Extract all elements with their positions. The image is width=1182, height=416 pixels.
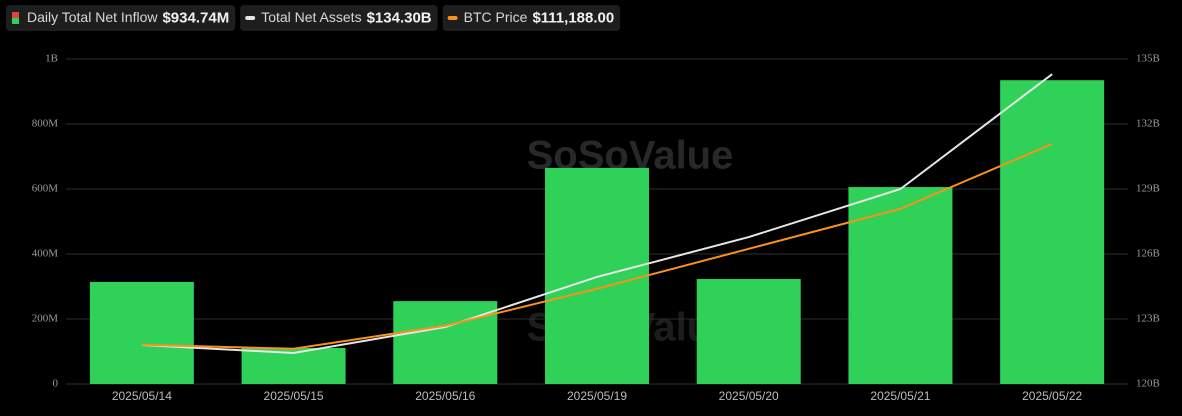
y-tick-label: 800M	[32, 118, 59, 130]
line	[141, 73, 1053, 355]
legend-box	[240, 5, 438, 31]
y-tick-label: 0	[53, 378, 59, 390]
bar	[393, 301, 498, 384]
x-tick-label: 2025/05/14	[112, 389, 172, 403]
y2-tick-label: 135B	[1136, 53, 1160, 65]
legend-value: $134.30B	[367, 9, 432, 26]
y2-tick-label: 126B	[1136, 248, 1160, 260]
legend-swatch	[12, 18, 19, 24]
legend-item: Total Net Assets $134.30B	[240, 5, 438, 31]
bar	[1000, 80, 1105, 384]
bar	[696, 279, 801, 384]
x-tick-label: 2025/05/15	[264, 389, 324, 403]
y2-tick-label: 129B	[1136, 183, 1160, 195]
y2-tick-label: 120B	[1136, 378, 1160, 390]
y-tick-label: 200M	[32, 313, 59, 325]
legend-label: Daily Total Net Inflow	[27, 9, 158, 25]
legend-swatch	[245, 16, 256, 20]
y-tick-label: 600M	[32, 183, 59, 195]
legend-box	[442, 5, 621, 31]
y-tick-label: 400M	[32, 248, 59, 260]
x-tick-label: 2025/05/16	[415, 389, 475, 403]
x-tick-label: 2025/05/22	[1022, 389, 1082, 403]
bar	[848, 187, 953, 384]
legend-label: Total Net Assets	[261, 9, 361, 25]
legend-value: $111,188.00	[532, 9, 614, 26]
legend-swatch	[12, 12, 19, 18]
legend-item: BTC Price $111,188.00	[442, 5, 621, 31]
legend-box	[6, 5, 236, 31]
legend-item: Daily Total Net Inflow $934.74M	[6, 5, 236, 31]
legend-value: $934.74M	[162, 9, 229, 26]
y2-tick-label: 132B	[1136, 118, 1160, 130]
x-tick-label: 2025/05/19	[567, 389, 627, 403]
legend-swatch	[447, 16, 458, 20]
legend-label: BTC Price	[464, 9, 528, 25]
line	[141, 142, 1053, 350]
y2-tick-label: 123B	[1136, 313, 1160, 325]
x-tick-label: 2025/05/21	[870, 389, 930, 403]
bar	[89, 281, 194, 384]
x-tick-label: 2025/05/20	[719, 389, 779, 403]
y-tick-label: 1B	[45, 53, 58, 65]
